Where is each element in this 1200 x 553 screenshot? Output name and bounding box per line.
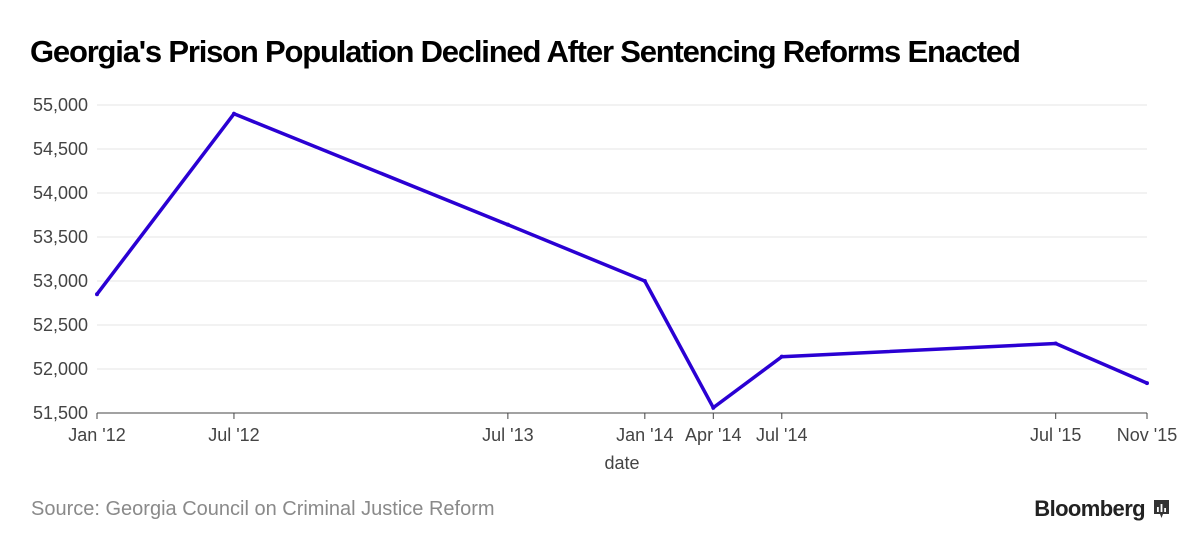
x-axis-title: date — [604, 453, 639, 473]
y-tick-label: 55,000 — [33, 95, 88, 115]
y-tick-label: 52,000 — [33, 359, 88, 379]
x-tick-label: Jul '13 — [482, 425, 533, 445]
data-point — [95, 292, 99, 297]
data-point — [505, 222, 510, 227]
x-axis: Jan '12 Jul '12 Jul '13 Jan '14 Apr '14 Jul '… — [68, 412, 1177, 445]
data-point — [779, 354, 784, 359]
x-tick-label: Jul '14 — [756, 425, 807, 445]
y-tick-label: 51,500 — [33, 403, 88, 423]
series-line — [95, 111, 1148, 411]
x-tick-label: Jul '15 — [1030, 425, 1081, 445]
x-tick-label: Apr '14 — [685, 425, 741, 445]
y-tick-label: 53,500 — [33, 227, 88, 247]
data-point — [642, 279, 647, 283]
data-point — [1053, 341, 1058, 346]
gridlines — [97, 104, 1147, 370]
y-tick-label: 54,000 — [33, 183, 88, 203]
y-tick-label: 52,500 — [33, 315, 88, 335]
x-tick-label: Nov '15 — [1117, 425, 1177, 445]
x-tick-label: Jan '12 — [68, 425, 125, 445]
series-layer — [95, 111, 1149, 411]
bloomberg-chart-icon — [1153, 499, 1170, 519]
chart-title: Georgia's Prison Population Declined Aft… — [30, 34, 1021, 69]
brand-logo: Bloomberg — [1034, 496, 1170, 522]
data-point — [1145, 381, 1149, 386]
data-point — [231, 111, 236, 116]
data-point — [711, 405, 716, 410]
y-tick-label: 53,000 — [33, 271, 88, 291]
y-axis-tick-labels: 51,500 52,000 52,500 53,000 53,500 54,000 54,5… — [33, 95, 88, 423]
x-tick-label: Jan '14 — [616, 425, 673, 445]
brand-name: Bloomberg — [1034, 496, 1145, 521]
source-note: Source: Georgia Council on Criminal Just… — [31, 498, 495, 520]
x-tick-label: Jul '12 — [208, 425, 259, 445]
y-tick-label: 54,500 — [33, 139, 88, 159]
